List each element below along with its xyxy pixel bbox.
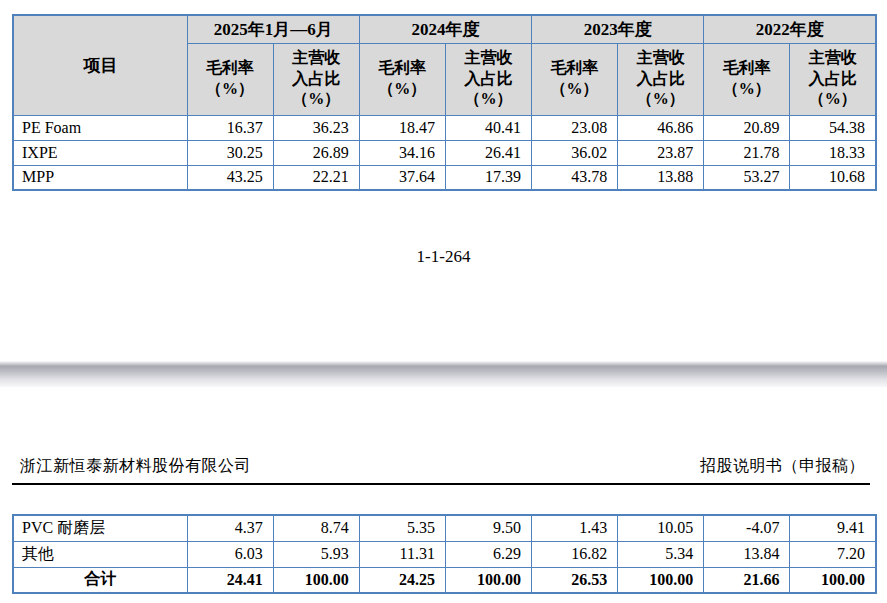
revenue-share-header: 主营收入占比（%） bbox=[790, 43, 876, 115]
value-cell: 26.89 bbox=[273, 140, 359, 165]
value-cell: 18.47 bbox=[359, 115, 445, 140]
value-cell: 100.00 bbox=[445, 567, 531, 593]
value-cell: 8.74 bbox=[273, 515, 359, 541]
value-cell: 100.00 bbox=[618, 567, 704, 593]
value-cell: 4.37 bbox=[187, 515, 273, 541]
value-cell: 16.82 bbox=[532, 541, 618, 567]
revenue-share-header: 主营收入占比（%） bbox=[273, 43, 359, 115]
value-cell: 100.00 bbox=[790, 567, 876, 593]
table-row-mpp: MPP 43.25 22.21 37.64 17.39 43.78 13.88 … bbox=[13, 165, 876, 190]
document-page: { "colors": { "table_border": "#4f81bd",… bbox=[0, 0, 887, 603]
value-cell: 53.27 bbox=[704, 165, 790, 190]
revenue-share-header-label: 主营收入占比（%） bbox=[803, 48, 863, 110]
value-cell: 100.00 bbox=[273, 567, 359, 593]
item-column-header: 项目 bbox=[13, 15, 187, 115]
value-cell: 40.41 bbox=[445, 115, 531, 140]
item-cell: PE Foam bbox=[13, 115, 187, 140]
value-cell: 20.89 bbox=[704, 115, 790, 140]
value-cell: 18.33 bbox=[790, 140, 876, 165]
value-cell: 46.86 bbox=[618, 115, 704, 140]
value-cell: 43.25 bbox=[187, 165, 273, 190]
gross-margin-header-label: 毛利率（%） bbox=[200, 58, 260, 100]
table-row-pe-foam: PE Foam 16.37 36.23 18.47 40.41 23.08 46… bbox=[13, 115, 876, 140]
value-cell: 24.41 bbox=[187, 567, 273, 593]
gross-margin-table-continued: PVC 耐磨层 4.37 8.74 5.35 9.50 1.43 10.05 -… bbox=[12, 514, 877, 594]
table-row-other: 其他 6.03 5.93 11.31 6.29 16.82 5.34 13.84… bbox=[13, 541, 876, 567]
value-cell: 9.50 bbox=[445, 515, 531, 541]
gross-margin-table: 项目 2025年1月—6月 2024年度 2023年度 2022年度 毛利率（%… bbox=[12, 14, 877, 191]
value-cell: 6.03 bbox=[187, 541, 273, 567]
table-row-total: 合计 24.41 100.00 24.25 100.00 26.53 100.0… bbox=[13, 567, 876, 593]
page-number: 1-1-264 bbox=[0, 247, 887, 267]
table-row-ixpe: IXPE 30.25 26.89 34.16 26.41 36.02 23.87… bbox=[13, 140, 876, 165]
value-cell: 36.23 bbox=[273, 115, 359, 140]
revenue-share-header-label: 主营收入占比（%） bbox=[286, 48, 346, 110]
value-cell: 10.68 bbox=[790, 165, 876, 190]
value-cell: 16.37 bbox=[187, 115, 273, 140]
value-cell: 21.66 bbox=[704, 567, 790, 593]
page-break-divider bbox=[0, 361, 887, 387]
value-cell: 30.25 bbox=[187, 140, 273, 165]
value-cell: 22.21 bbox=[273, 165, 359, 190]
revenue-share-header: 主营收入占比（%） bbox=[445, 43, 531, 115]
value-cell: 21.78 bbox=[704, 140, 790, 165]
item-cell: MPP bbox=[13, 165, 187, 190]
value-cell: -4.07 bbox=[704, 515, 790, 541]
value-cell: 11.31 bbox=[359, 541, 445, 567]
company-name: 浙江新恒泰新材料股份有限公司 bbox=[20, 456, 251, 477]
value-cell: 10.05 bbox=[618, 515, 704, 541]
gross-margin-header-label: 毛利率（%） bbox=[717, 58, 777, 100]
item-cell: 合计 bbox=[13, 567, 187, 593]
item-cell: PVC 耐磨层 bbox=[13, 515, 187, 541]
gross-margin-header: 毛利率（%） bbox=[704, 43, 790, 115]
value-cell: 54.38 bbox=[790, 115, 876, 140]
value-cell: 23.87 bbox=[618, 140, 704, 165]
value-cell: 23.08 bbox=[532, 115, 618, 140]
gross-margin-header-label: 毛利率（%） bbox=[545, 58, 605, 100]
value-cell: 5.35 bbox=[359, 515, 445, 541]
gross-margin-header-label: 毛利率（%） bbox=[372, 58, 432, 100]
year-header-row: 项目 2025年1月—6月 2024年度 2023年度 2022年度 bbox=[13, 15, 876, 43]
value-cell: 9.41 bbox=[790, 515, 876, 541]
value-cell: 5.93 bbox=[273, 541, 359, 567]
item-cell: 其他 bbox=[13, 541, 187, 567]
value-cell: 24.25 bbox=[359, 567, 445, 593]
gross-margin-table-grid: 项目 2025年1月—6月 2024年度 2023年度 2022年度 毛利率（%… bbox=[12, 14, 877, 191]
value-cell: 6.29 bbox=[445, 541, 531, 567]
value-cell: 13.84 bbox=[704, 541, 790, 567]
value-cell: 13.88 bbox=[618, 165, 704, 190]
year-header-2023: 2023年度 bbox=[532, 15, 704, 43]
table-row-pvc: PVC 耐磨层 4.37 8.74 5.35 9.50 1.43 10.05 -… bbox=[13, 515, 876, 541]
value-cell: 26.41 bbox=[445, 140, 531, 165]
year-header-2025h1: 2025年1月—6月 bbox=[187, 15, 359, 43]
header-rule bbox=[12, 483, 870, 485]
value-cell: 5.34 bbox=[618, 541, 704, 567]
value-cell: 34.16 bbox=[359, 140, 445, 165]
value-cell: 37.64 bbox=[359, 165, 445, 190]
revenue-share-header-label: 主营收入占比（%） bbox=[458, 48, 518, 110]
value-cell: 7.20 bbox=[790, 541, 876, 567]
gross-margin-table-continued-grid: PVC 耐磨层 4.37 8.74 5.35 9.50 1.43 10.05 -… bbox=[12, 514, 877, 594]
value-cell: 43.78 bbox=[532, 165, 618, 190]
value-cell: 36.02 bbox=[532, 140, 618, 165]
revenue-share-header-label: 主营收入占比（%） bbox=[631, 48, 691, 110]
gross-margin-header: 毛利率（%） bbox=[187, 43, 273, 115]
gross-margin-header: 毛利率（%） bbox=[359, 43, 445, 115]
gross-margin-header: 毛利率（%） bbox=[532, 43, 618, 115]
item-cell: IXPE bbox=[13, 140, 187, 165]
value-cell: 26.53 bbox=[532, 567, 618, 593]
page-header: 浙江新恒泰新材料股份有限公司 招股说明书（申报稿） bbox=[20, 456, 865, 477]
document-title: 招股说明书（申报稿） bbox=[700, 456, 865, 477]
value-cell: 17.39 bbox=[445, 165, 531, 190]
revenue-share-header: 主营收入占比（%） bbox=[618, 43, 704, 115]
year-header-2024: 2024年度 bbox=[359, 15, 531, 43]
year-header-2022: 2022年度 bbox=[704, 15, 876, 43]
value-cell: 1.43 bbox=[532, 515, 618, 541]
